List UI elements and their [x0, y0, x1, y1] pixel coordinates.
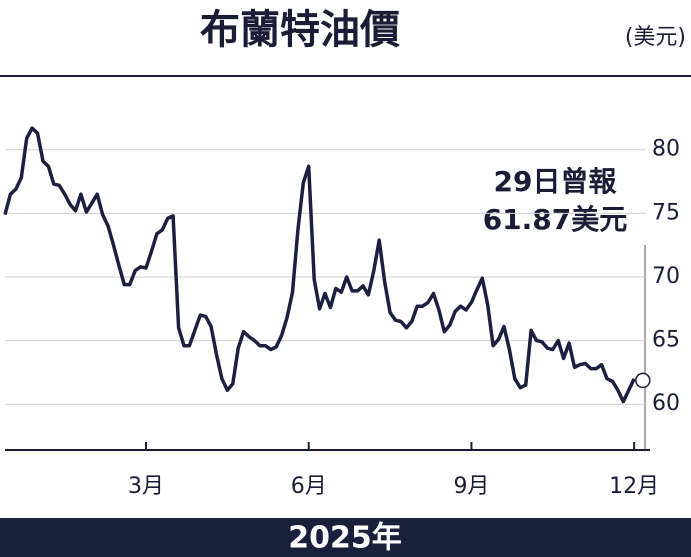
x-tick-label: 12月 [609, 474, 659, 499]
y-tick-label: 60 [652, 391, 680, 416]
footer-band [0, 518, 691, 557]
x-tick-label: 3月 [128, 474, 164, 499]
annotation: 61.87美元 [483, 203, 628, 236]
annotation: 29日曾報 [494, 165, 618, 198]
unit-label: (美元) [625, 25, 686, 50]
y-tick-label: 65 [652, 328, 680, 353]
footer-label: 2025年 [288, 521, 402, 556]
y-tick-label: 75 [652, 200, 680, 225]
x-tick-label: 6月 [291, 474, 327, 499]
highlight-point [635, 372, 651, 389]
chart-title: 布蘭特油價 [200, 7, 400, 53]
x-tick-label: 9月 [453, 474, 489, 499]
price-line [3, 126, 636, 404]
y-tick-label: 70 [652, 264, 680, 289]
y-tick-label: 80 [652, 137, 680, 162]
